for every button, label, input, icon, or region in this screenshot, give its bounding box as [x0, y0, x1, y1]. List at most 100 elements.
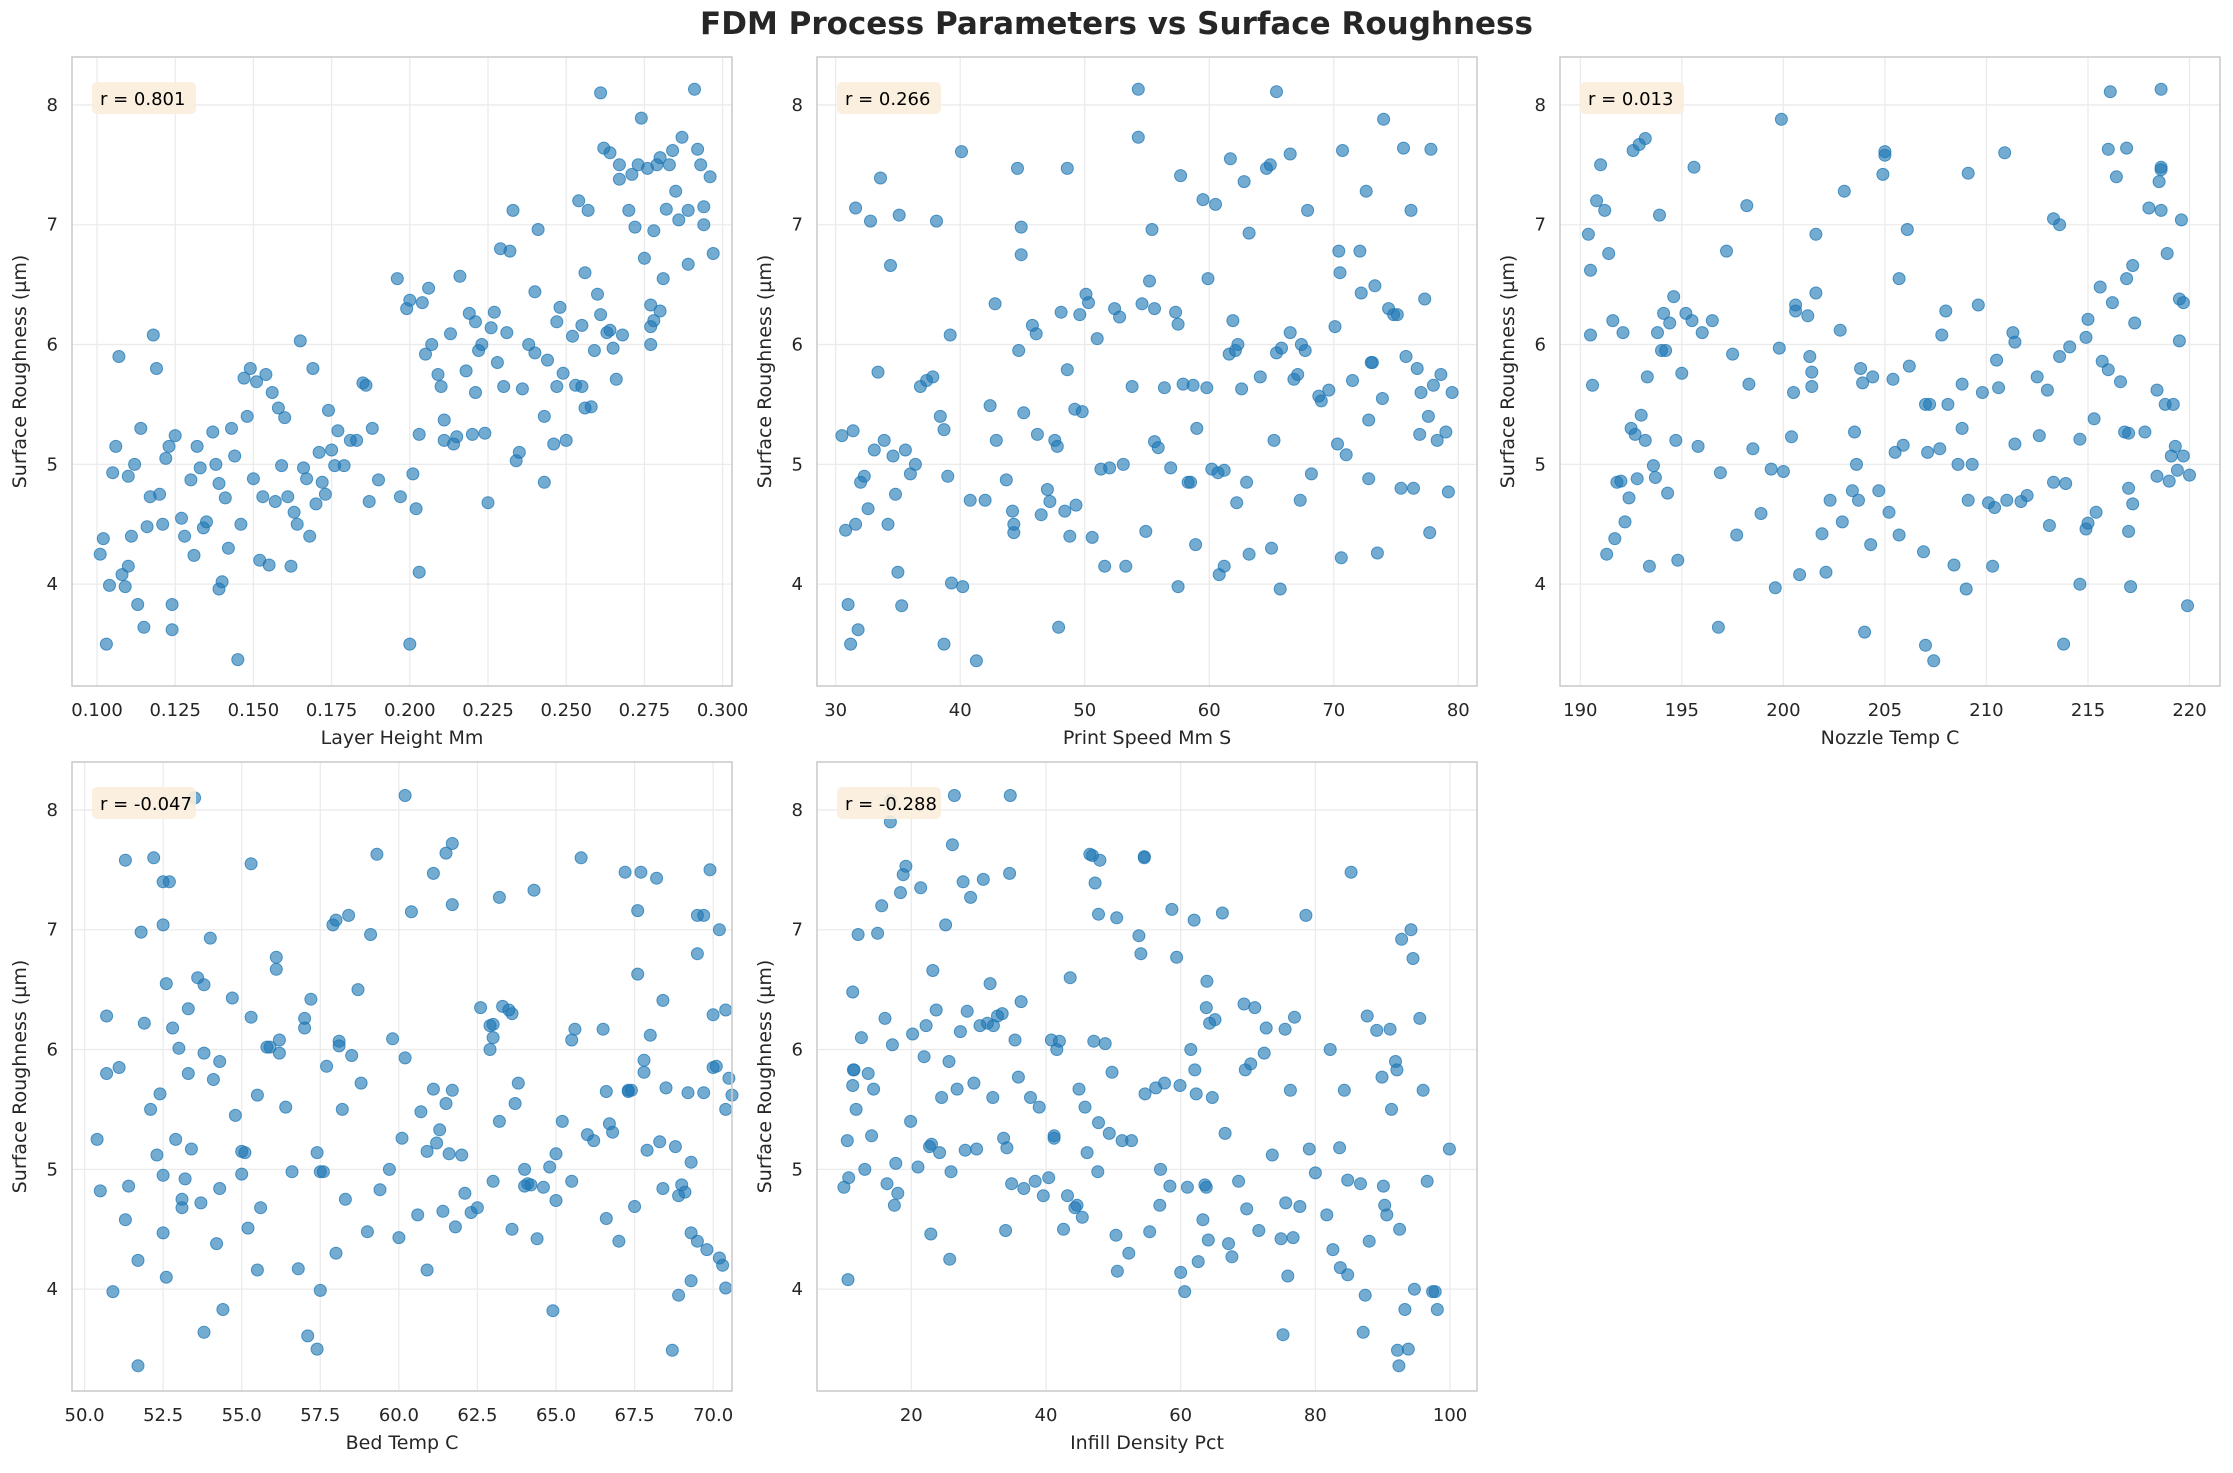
data-point [950, 1082, 964, 1096]
data-point [1630, 472, 1644, 486]
data-point [547, 437, 561, 451]
data-point [372, 473, 385, 487]
data-point [709, 1059, 723, 1073]
data-point [284, 559, 298, 573]
data-point [1365, 356, 1379, 369]
data-point [250, 1263, 264, 1277]
data-point [653, 1135, 667, 1149]
data-point [197, 1325, 211, 1339]
data-point [1640, 370, 1654, 384]
data-point [1131, 130, 1145, 144]
data-point [976, 872, 990, 886]
data-point [118, 580, 132, 594]
data-point [1793, 568, 1807, 582]
data-point [1028, 1174, 1042, 1188]
data-point [840, 1134, 854, 1148]
x-tick-label: 70.0 [693, 1405, 733, 1426]
data-point [865, 1129, 879, 1143]
data-point [712, 923, 726, 937]
data-point [575, 318, 589, 332]
data-point [1200, 381, 1214, 395]
data-point [846, 1079, 860, 1092]
data-point [606, 1125, 620, 1139]
data-point [1024, 1091, 1037, 1104]
data-point [2105, 296, 2119, 310]
data-point [963, 493, 977, 507]
data-point [983, 399, 997, 413]
data-point [412, 427, 426, 441]
data-point [889, 1156, 903, 1170]
data-point [1882, 505, 1896, 519]
data-point [1273, 582, 1287, 596]
data-point [884, 259, 897, 272]
data-point [1200, 974, 1214, 988]
data-point [364, 928, 378, 941]
y-axis-label: Surface Roughness (µm) [754, 255, 776, 489]
data-point [1119, 559, 1133, 573]
subplot-2: 30 40 50 60 70 80 4 5 6 7 8 Print Speed Mm S Surface… [754, 56, 1478, 749]
data-point [406, 467, 420, 481]
data-point [144, 1102, 158, 1116]
data-point [2122, 524, 2136, 538]
data-point [425, 338, 439, 351]
x-tick-label: 210 [1969, 700, 2003, 721]
data-point [1125, 1134, 1138, 1148]
data-point [599, 1085, 613, 1098]
data-point [1276, 1328, 1290, 1342]
data-point [1196, 1213, 1210, 1227]
x-tick-label: 70 [1322, 700, 1345, 721]
data-point [1283, 326, 1297, 340]
data-point [235, 1144, 249, 1158]
data-point [1230, 496, 1244, 510]
data-point [1902, 359, 1916, 373]
x-tick-label: 50.0 [65, 1405, 105, 1426]
data-point [1975, 386, 1989, 399]
data-point [656, 1182, 670, 1195]
data-point [549, 1147, 563, 1161]
data-point [691, 142, 705, 156]
data-point [697, 218, 711, 232]
data-point [1657, 306, 1671, 320]
data-point [1362, 1234, 1376, 1248]
data-point [2101, 363, 2115, 377]
data-point [917, 1050, 931, 1064]
data-point [628, 1200, 642, 1213]
data-point [1852, 493, 1865, 507]
data-point [1353, 244, 1367, 258]
x-tick-label: 55.0 [222, 1405, 262, 1426]
data-point [1939, 304, 1953, 318]
axes-frame [71, 56, 733, 687]
data-point [1235, 382, 1249, 396]
data-point [986, 1091, 1000, 1104]
grid-lines [1560, 57, 2220, 686]
data-point [486, 1017, 500, 1031]
data-point [2170, 463, 2184, 477]
data-point [697, 1086, 711, 1100]
data-point [861, 1067, 875, 1080]
data-point [1428, 1285, 1442, 1299]
data-point [515, 382, 529, 396]
data-point [926, 370, 940, 384]
grid-lines [817, 762, 1477, 1391]
data-point [250, 1088, 264, 1102]
data-point [1070, 1198, 1084, 1212]
data-point [1837, 184, 1851, 198]
data-point [616, 328, 629, 342]
data-point [1283, 147, 1297, 161]
data-point [365, 421, 379, 435]
data-point [234, 517, 248, 531]
data-point [1186, 378, 1200, 392]
data-point [1998, 146, 2012, 160]
data-point [983, 977, 997, 991]
data-point [492, 1114, 506, 1128]
data-point [1050, 439, 1064, 453]
data-point [272, 1033, 286, 1047]
data-point [1445, 386, 1459, 399]
data-point [100, 1067, 114, 1080]
data-point [444, 327, 457, 341]
data-point [166, 1021, 180, 1035]
data-point [706, 1008, 720, 1022]
data-point [2152, 175, 2166, 189]
data-point [1188, 1063, 1202, 1077]
data-point [2008, 437, 2022, 451]
